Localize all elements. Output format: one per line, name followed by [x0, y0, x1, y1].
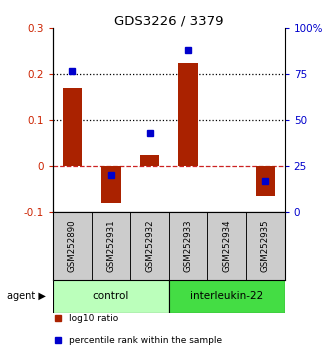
Bar — [53, 212, 92, 280]
Text: GSM252932: GSM252932 — [145, 219, 154, 272]
Text: control: control — [93, 291, 129, 301]
Text: log10 ratio: log10 ratio — [69, 314, 118, 323]
Text: GSM252934: GSM252934 — [222, 219, 231, 272]
Text: GSM252935: GSM252935 — [261, 219, 270, 272]
Bar — [178, 63, 198, 166]
Text: GSM252931: GSM252931 — [106, 219, 116, 272]
Bar — [130, 212, 169, 280]
Bar — [101, 166, 120, 203]
Bar — [140, 155, 159, 166]
Text: GSM252890: GSM252890 — [68, 219, 77, 272]
Bar — [169, 280, 285, 313]
Text: interleukin-22: interleukin-22 — [190, 291, 263, 301]
Title: GDS3226 / 3379: GDS3226 / 3379 — [114, 14, 223, 27]
Bar — [256, 166, 275, 196]
Bar — [246, 212, 285, 280]
Text: percentile rank within the sample: percentile rank within the sample — [69, 336, 222, 345]
Bar — [169, 212, 208, 280]
Bar — [92, 212, 130, 280]
Text: agent ▶: agent ▶ — [7, 291, 45, 301]
Bar — [53, 280, 169, 313]
Bar — [63, 88, 82, 166]
Text: GSM252933: GSM252933 — [184, 219, 193, 272]
Bar — [208, 212, 246, 280]
